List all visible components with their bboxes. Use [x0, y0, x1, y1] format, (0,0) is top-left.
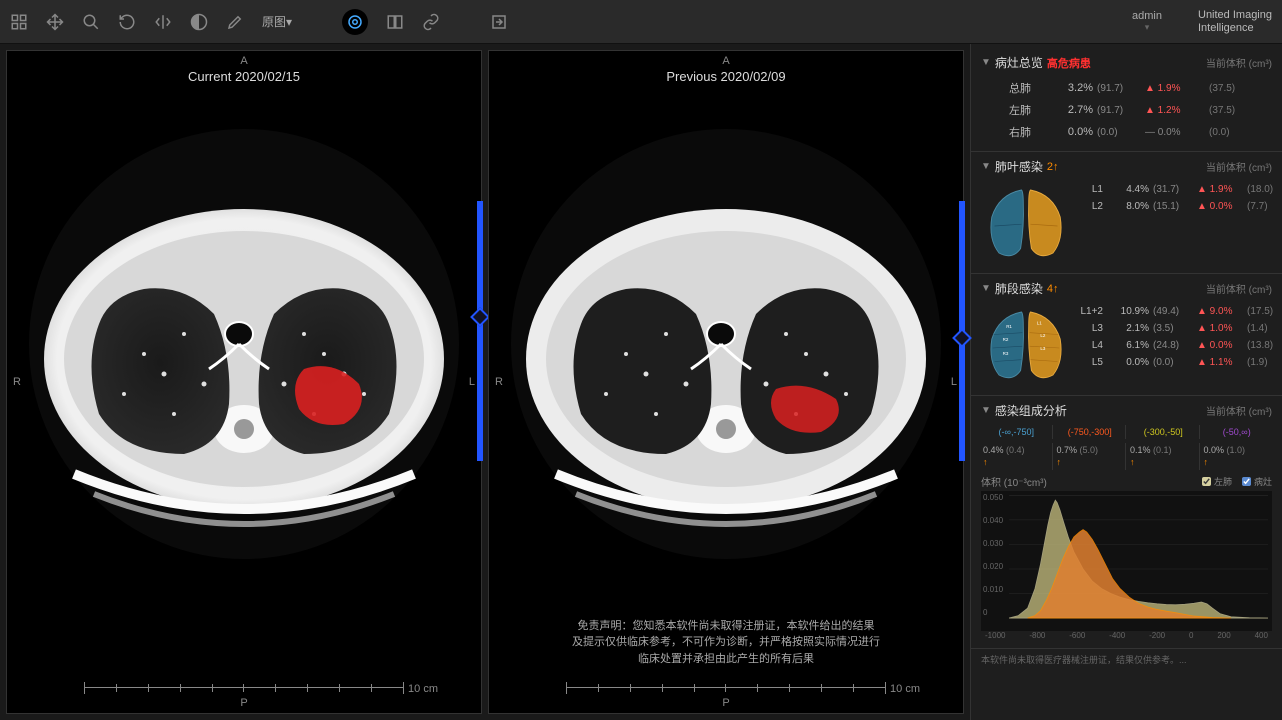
main-area: A R L P Current 2020/02/15	[0, 44, 1282, 720]
brand-logo: United Imaging Intelligence	[1198, 9, 1272, 33]
risk-badge: 高危病患	[1047, 55, 1091, 71]
disclaimer-text: 免责声明：您知悉本软件尚未取得注册证，本软件给出的结果 及提示仅供临床参考，不可…	[536, 618, 915, 668]
hist-ylabel: 体积 (10⁻³cm³)	[981, 474, 1047, 489]
viewer-previous[interactable]: A R L P Previous 2020/02/09	[488, 50, 964, 714]
hu-range-legend: (-∞,-750](-750,-300](-300,-50](-50,∞)	[981, 425, 1272, 439]
orient-l: L	[469, 376, 475, 388]
metric-row: 总肺 3.2% (91.7) ▲ 1.9% (37.5)	[981, 77, 1272, 99]
ct-scan-previous	[506, 124, 946, 564]
section-segments-toggle[interactable]: ▼ 肺段感染 4↑	[981, 280, 1059, 297]
svg-text:R1: R1	[1006, 324, 1012, 329]
orient-p: P	[722, 697, 729, 709]
user-label[interactable]: admin ▾	[1132, 10, 1162, 33]
segment-count-badge: 4↑	[1047, 283, 1059, 295]
unit-label: 当前体积 (cm³)	[1206, 159, 1272, 174]
app-root: 原图▾ admin ▾ United Imaging Intelligence …	[0, 0, 1282, 720]
viewer-current[interactable]: A R L P Current 2020/02/15	[6, 50, 482, 714]
section-composition: ▼ 感染组成分析 当前体积 (cm³) (-∞,-750](-750,-300]…	[971, 396, 1282, 649]
rotate-icon[interactable]	[118, 13, 136, 31]
hu-range-stats: 0.4% (0.4)↑0.7% (5.0)↑0.1% (0.1)↑0.0% (1…	[981, 443, 1272, 470]
slider-thumb[interactable]	[470, 307, 490, 327]
ct-scan-current	[24, 124, 464, 564]
hu-histogram: 体积 (10⁻³cm³) 左肺 病灶 0.0500.0400.0300.0200…	[981, 474, 1272, 640]
link-icon[interactable]	[422, 13, 440, 31]
caret-down-icon: ▼	[981, 405, 991, 416]
brush-icon[interactable]	[226, 13, 244, 31]
orient-p: P	[240, 697, 247, 709]
viewer-previous-title: Previous 2020/02/09	[666, 69, 785, 84]
section-lobes-toggle[interactable]: ▼ 肺叶感染 2↑	[981, 158, 1059, 175]
lung-segment-diagram[interactable]: L1 L2 L3 R1 R2 R3	[981, 303, 1071, 387]
flip-icon[interactable]	[154, 13, 172, 31]
caret-down-icon: ▼	[981, 57, 991, 68]
analysis-panel: ▼ 病灶总览 高危病患 当前体积 (cm³) 总肺 3.2% (91.7) ▲ …	[970, 44, 1282, 720]
metric-row: L2 8.0% (15.1) ▲ 0.0% (7.7)	[1077, 198, 1282, 215]
target-icon[interactable]	[342, 9, 368, 35]
compare-icon[interactable]	[386, 13, 404, 31]
metric-row: 左肺 2.7% (91.7) ▲ 1.2% (37.5)	[981, 99, 1272, 121]
metric-row: L4 6.1% (24.8) ▲ 0.0% (13.8)	[1077, 337, 1282, 354]
lung-lobe-diagram[interactable]	[981, 181, 1071, 265]
scale-ruler: 10 cm	[84, 675, 404, 695]
caret-down-icon: ▼	[981, 161, 991, 172]
hist-legend-item[interactable]: 病灶	[1242, 475, 1272, 488]
contrast-icon[interactable]	[190, 13, 208, 31]
section-segments: ▼ 肺段感染 4↑ 当前体积 (cm³)	[971, 274, 1282, 396]
orient-a: A	[240, 55, 247, 67]
slice-slider-current[interactable]	[477, 201, 483, 461]
move-icon[interactable]	[46, 13, 64, 31]
section-overview-toggle[interactable]: ▼ 病灶总览 高危病患	[981, 54, 1091, 71]
scale-ruler: 10 cm	[566, 675, 886, 695]
svg-text:L1: L1	[1037, 321, 1043, 326]
overlay-dropdown[interactable]: 原图▾	[262, 13, 292, 30]
caret-down-icon: ▼	[981, 283, 991, 294]
svg-text:R3: R3	[1003, 351, 1009, 356]
slider-thumb[interactable]	[952, 328, 972, 348]
layout-icon[interactable]	[10, 13, 28, 31]
svg-text:L3: L3	[1040, 346, 1046, 351]
orient-r: R	[495, 376, 503, 388]
orient-l: L	[951, 376, 957, 388]
unit-label: 当前体积 (cm³)	[1206, 403, 1272, 418]
zoom-icon[interactable]	[82, 13, 100, 31]
orient-r: R	[13, 376, 21, 388]
metric-row: 右肺 0.0% (0.0) — 0.0% (0.0)	[981, 121, 1272, 143]
hist-legend[interactable]: 左肺 病灶	[1202, 475, 1272, 488]
hist-legend-item[interactable]: 左肺	[1202, 475, 1232, 488]
section-overview: ▼ 病灶总览 高危病患 当前体积 (cm³) 总肺 3.2% (91.7) ▲ …	[971, 48, 1282, 152]
svg-text:L2: L2	[1040, 333, 1046, 338]
svg-text:R2: R2	[1003, 337, 1009, 342]
viewer-container: A R L P Current 2020/02/15	[0, 44, 970, 720]
metric-row: L3 2.1% (3.5) ▲ 1.0% (1.4)	[1077, 320, 1282, 337]
export-icon[interactable]	[490, 13, 508, 31]
metric-row: L5 0.0% (0.0) ▲ 1.1% (1.9)	[1077, 354, 1282, 371]
section-composition-toggle[interactable]: ▼ 感染组成分析	[981, 402, 1067, 419]
unit-label: 当前体积 (cm³)	[1206, 281, 1272, 296]
orient-a: A	[722, 55, 729, 67]
lobe-count-badge: 2↑	[1047, 161, 1059, 173]
slice-slider-previous[interactable]	[959, 201, 965, 461]
viewer-current-title: Current 2020/02/15	[188, 69, 300, 84]
section-lobes: ▼ 肺叶感染 2↑ 当前体积 (cm³)	[971, 152, 1282, 274]
metric-row: L1 4.4% (31.7) ▲ 1.9% (18.0)	[1077, 181, 1282, 198]
unit-label: 当前体积 (cm³)	[1206, 55, 1272, 70]
panel-footer-note: 本软件尚未取得医疗器械注册证，结果仅供参考。...	[971, 649, 1282, 670]
toolbar: 原图▾ admin ▾ United Imaging Intelligence	[0, 0, 1282, 44]
metric-row: L1+2 10.9% (49.4) ▲ 9.0% (17.5)	[1077, 303, 1282, 320]
